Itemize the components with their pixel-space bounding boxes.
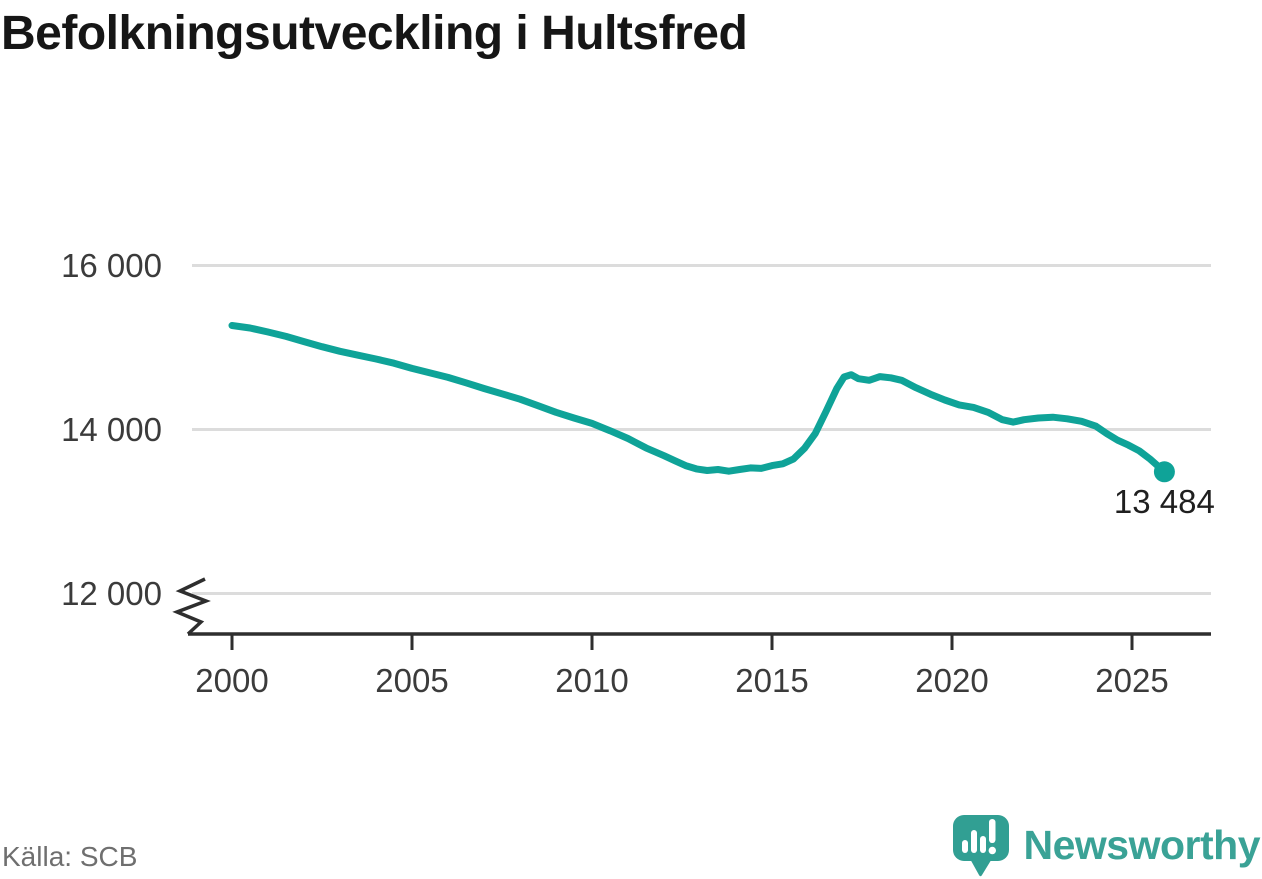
bar-small-icon [961, 840, 968, 853]
bar-medium-icon [979, 836, 986, 853]
source-label: Källa: SCB [2, 841, 138, 872]
exclamation-bar-icon [988, 819, 995, 843]
y-axis-label: 14 000 [61, 411, 162, 448]
axis-break-icon [172, 577, 211, 636]
newsworthy-logo[interactable]: Newsworthy [951, 813, 1261, 877]
chart-title: Befolkningsutveckling i Hultsfred [1, 7, 748, 60]
y-axis-label: 12 000 [61, 575, 162, 612]
latest-point-dot [1153, 461, 1175, 483]
bar-tall-icon [970, 830, 977, 853]
x-axis-label: 2020 [915, 662, 988, 699]
latest-value-label: 13 484 [1114, 483, 1215, 520]
population-line [228, 322, 1168, 476]
x-axis-label: 2015 [735, 662, 808, 699]
x-axis-label: 2000 [195, 662, 268, 699]
x-axis-label: 2010 [555, 662, 628, 699]
y-axis-label: 16 000 [61, 247, 162, 284]
exclamation-dot-icon [988, 846, 996, 855]
newsworthy-wordmark: Newsworthy [1023, 821, 1261, 868]
x-axis-label: 2005 [375, 662, 448, 699]
newsworthy-chart-bubble-icon [952, 815, 1009, 877]
x-axis-label: 2025 [1095, 662, 1168, 699]
